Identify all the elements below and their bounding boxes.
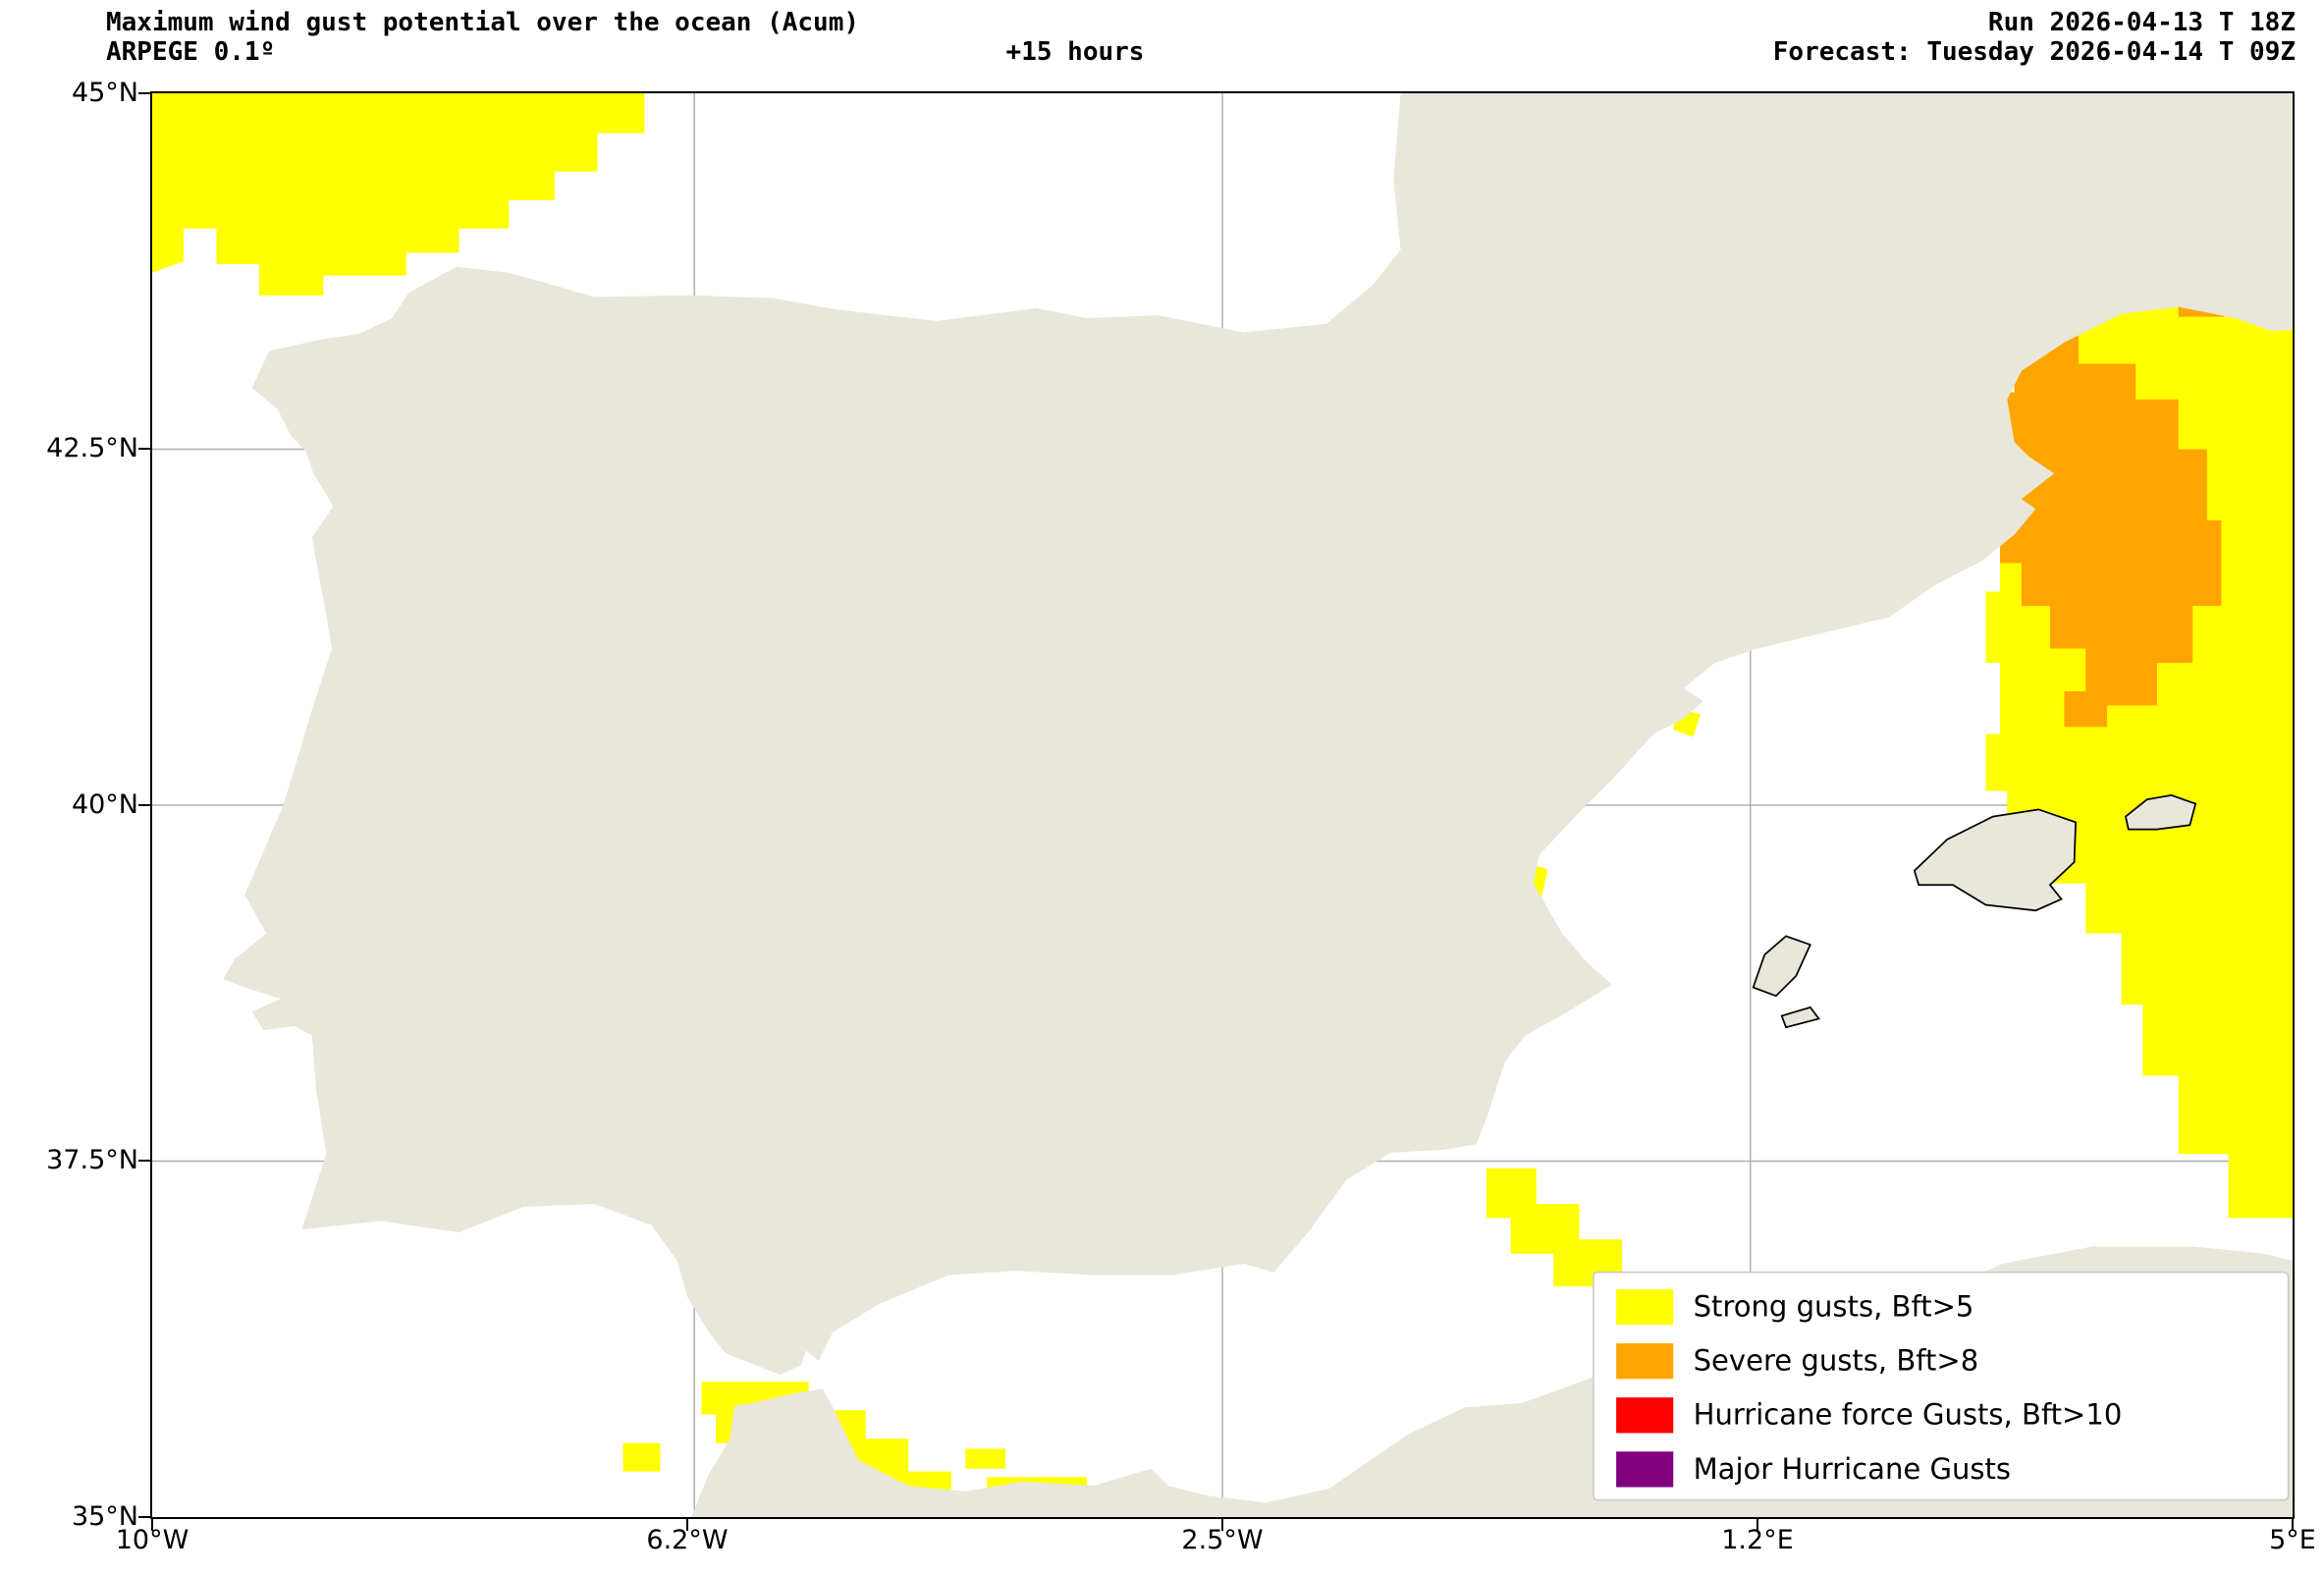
y-tick-40n: 40°N: [71, 789, 138, 820]
bay-of-biscay-strong-gust-area: [152, 93, 645, 296]
y-tick-35n: 35°N: [71, 1501, 138, 1532]
longitude-tick: [151, 1519, 153, 1531]
run-label: Run 2026-04-13 T 18Z: [1987, 8, 2296, 37]
alboran-sea-gust-speck-mid: [965, 1448, 1006, 1469]
latitude-tick: [138, 804, 150, 806]
legend-label-severe-gusts: Severe gusts, Bft>8: [1694, 1344, 1979, 1378]
legend-box: [1592, 1271, 2290, 1501]
legend: Strong gusts, Bft>5 Severe gusts, Bft>8 …: [1592, 1271, 2290, 1501]
longitude-tick: [2292, 1519, 2294, 1531]
legend-swatch-strong-gusts: [1616, 1289, 1674, 1326]
gulf-of-lion-severe-gust-area: [1995, 335, 2222, 728]
legend-swatch-hurricane-gusts: [1616, 1397, 1674, 1434]
iberia-wind-gust-map: Strong gusts, Bft>5 Severe gusts, Bft>8 …: [152, 93, 2293, 1517]
ibiza-island: [1752, 935, 1811, 998]
map-plot-area: Strong gusts, Bft>5 Severe gusts, Bft>8 …: [150, 91, 2295, 1519]
latitude-tick: [138, 1160, 150, 1162]
legend-swatch-major-hurricane-gusts: [1616, 1451, 1674, 1488]
x-tick-5e: 5°E: [2269, 1525, 2316, 1555]
legend-label-major-hurricane-gusts: Major Hurricane Gusts: [1694, 1452, 2011, 1486]
legend-label-strong-gusts: Strong gusts, Bft>5: [1694, 1290, 1974, 1324]
figure-title: Maximum wind gust potential over the oce…: [106, 8, 860, 37]
legend-label-hurricane-gusts: Hurricane force Gusts, Bft>10: [1694, 1398, 2123, 1432]
lead-time-label: +15 hours: [1005, 37, 1145, 67]
latitude-tick: [138, 1516, 150, 1518]
menorca-island: [2124, 793, 2197, 831]
longitude-tick: [686, 1519, 688, 1531]
latitude-tick: [138, 448, 150, 450]
y-tick-37-5n: 37.5°N: [46, 1145, 138, 1175]
alboran-sea-gust-speck-west: [622, 1442, 661, 1472]
longitude-tick: [1221, 1519, 1223, 1531]
model-label: ARPEGE 0.1º: [106, 37, 276, 67]
latitude-tick: [138, 92, 150, 94]
y-tick-45n: 45°N: [71, 78, 138, 108]
forecast-label: Forecast: Tuesday 2026-04-14 T 09Z: [1772, 37, 2296, 67]
mallorca-island: [1913, 808, 2077, 912]
longitude-tick: [1757, 1519, 1758, 1531]
balearic-islands: [1752, 793, 2197, 1029]
y-tick-42-5n: 42.5°N: [46, 433, 138, 463]
formentera-island: [1780, 1005, 1820, 1029]
legend-swatch-severe-gusts: [1616, 1343, 1674, 1380]
